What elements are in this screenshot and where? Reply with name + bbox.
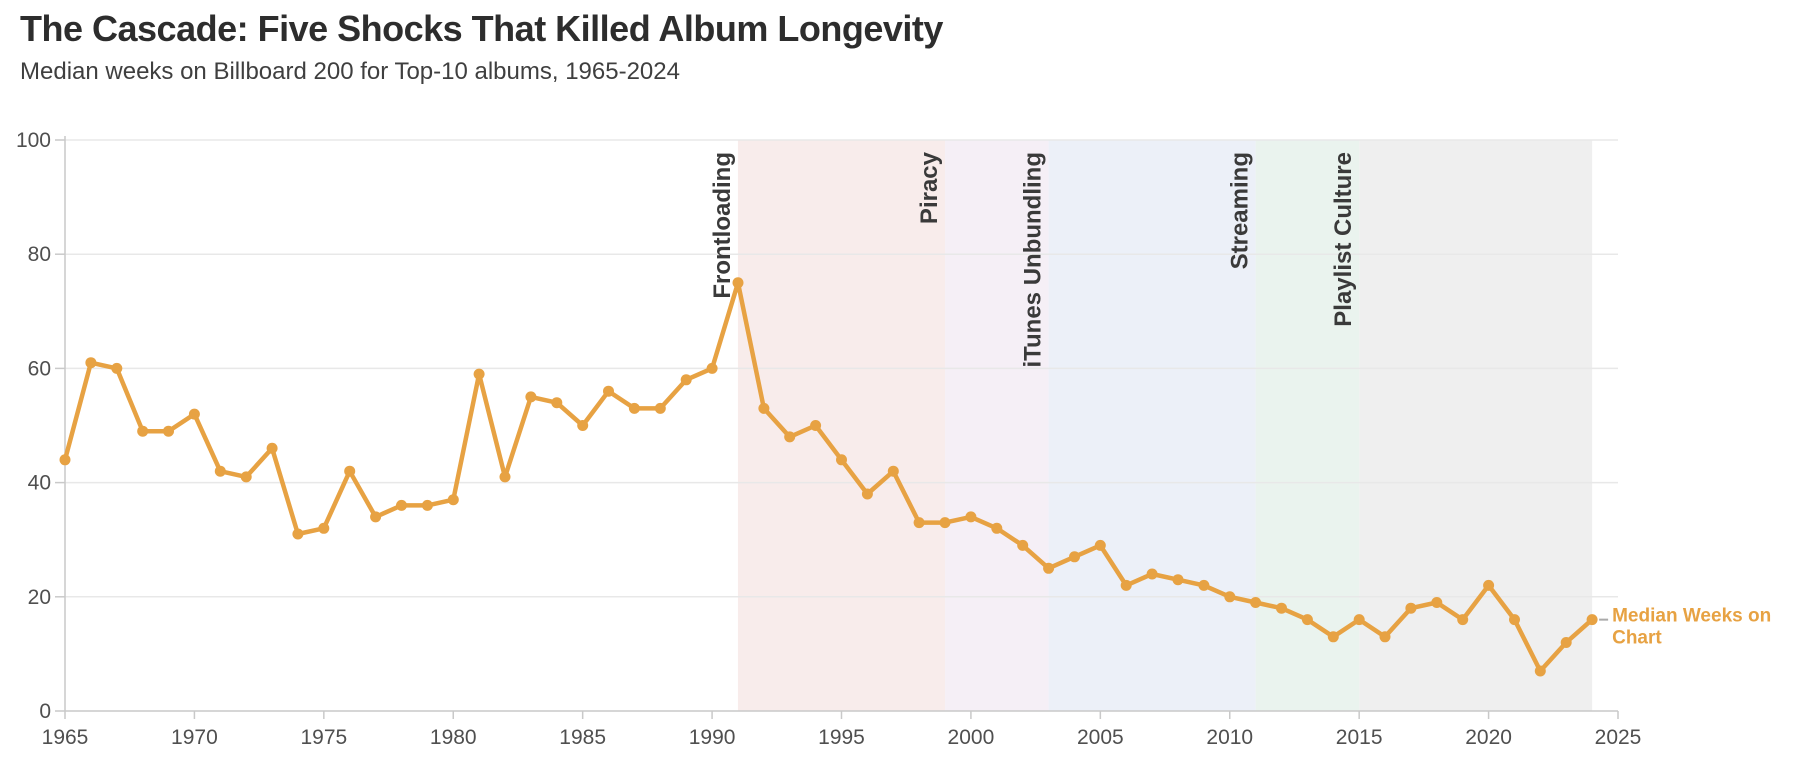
- band-piracy: [945, 140, 1049, 711]
- data-point-1970: [188, 408, 200, 420]
- data-point-2014: [1327, 631, 1339, 643]
- data-point-2010: [1224, 591, 1236, 603]
- x-tick-label: 1995: [818, 726, 865, 749]
- data-point-1968: [137, 425, 149, 437]
- data-point-1976: [344, 465, 356, 477]
- data-point-1998: [913, 517, 925, 529]
- data-point-2012: [1276, 602, 1287, 614]
- band-itunes-unbundling: [1048, 140, 1256, 711]
- data-point-2000: [965, 511, 977, 523]
- data-point-1985: [577, 420, 589, 431]
- data-point-2023: [1560, 637, 1572, 648]
- data-point-1974: [292, 528, 304, 540]
- data-point-1983: [525, 391, 537, 403]
- data-point-2003: [1043, 562, 1055, 574]
- data-point-2021: [1509, 614, 1520, 626]
- data-point-1992: [758, 402, 770, 414]
- annotation-playlist-culture: Playlist Culture: [1330, 152, 1357, 327]
- data-point-1995: [836, 454, 847, 466]
- x-tick-label: 2020: [1465, 726, 1512, 749]
- data-point-1971: [214, 465, 226, 477]
- data-point-1993: [784, 431, 796, 443]
- y-tick-label: 60: [28, 357, 51, 380]
- data-point-2022: [1534, 665, 1546, 677]
- data-point-1966: [85, 357, 97, 369]
- data-point-2001: [991, 522, 1003, 534]
- data-point-2009: [1198, 579, 1210, 591]
- data-point-2008: [1172, 574, 1184, 586]
- data-point-2018: [1431, 597, 1443, 608]
- data-point-1977: [370, 511, 382, 523]
- x-tick-label: 1965: [42, 726, 89, 749]
- x-tick-label: 2005: [1077, 726, 1124, 749]
- series-label-line-1: Median Weeks on: [1612, 606, 1771, 627]
- data-point-1984: [551, 397, 563, 409]
- data-point-1997: [887, 465, 899, 477]
- x-tick-label: 1990: [689, 726, 736, 749]
- band-playlist-culture: [1359, 140, 1593, 711]
- page-subtitle: Median weeks on Billboard 200 for Top-10…: [20, 58, 680, 85]
- data-point-1986: [603, 385, 614, 397]
- data-point-2005: [1094, 539, 1106, 551]
- data-point-1994: [810, 420, 822, 431]
- data-point-2007: [1146, 568, 1158, 580]
- data-point-2013: [1301, 614, 1313, 626]
- data-point-1990: [706, 362, 718, 374]
- data-point-2002: [1017, 539, 1029, 551]
- data-point-2011: [1250, 597, 1262, 608]
- series-label-line-2: Chart: [1612, 628, 1662, 649]
- data-point-1999: [939, 517, 951, 529]
- y-tick-label: 100: [16, 129, 51, 152]
- data-point-2006: [1120, 579, 1132, 591]
- data-point-2015: [1353, 614, 1365, 626]
- data-point-1975: [318, 522, 330, 534]
- data-point-2024: [1586, 614, 1598, 626]
- y-tick-label: 80: [28, 243, 51, 266]
- data-point-1972: [240, 471, 252, 483]
- x-tick-label: 2025: [1595, 726, 1642, 749]
- data-point-1987: [628, 402, 640, 414]
- data-point-2004: [1069, 551, 1080, 563]
- x-tick-label: 1980: [430, 726, 477, 749]
- x-tick-label: 1975: [300, 726, 347, 749]
- data-point-1982: [499, 471, 511, 483]
- y-tick-label: 20: [28, 586, 51, 609]
- data-point-1991: [732, 277, 744, 289]
- y-tick-label: 40: [28, 472, 51, 495]
- data-point-1973: [266, 442, 278, 454]
- data-point-1978: [396, 499, 407, 511]
- data-point-1981: [473, 368, 485, 380]
- annotation-streaming: Streaming: [1227, 152, 1254, 269]
- data-point-1967: [111, 362, 123, 374]
- data-point-1980: [447, 494, 459, 506]
- data-point-1989: [680, 374, 692, 386]
- data-point-1988: [654, 402, 666, 414]
- data-point-1965: [59, 454, 71, 466]
- annotation-itunes-unbundling: iTunes Unbundling: [1020, 152, 1047, 368]
- y-tick-label: 0: [39, 700, 51, 723]
- x-tick-label: 2000: [948, 726, 995, 749]
- annotation-frontloading: Frontloading: [709, 152, 736, 299]
- data-point-2019: [1457, 614, 1469, 626]
- data-point-2017: [1405, 602, 1417, 614]
- chart-header: The Cascade: Five Shocks That Killed Alb…: [20, 8, 943, 86]
- data-point-1979: [421, 499, 433, 511]
- band-frontloading: [737, 140, 946, 711]
- data-point-2020: [1483, 579, 1495, 591]
- annotation-piracy: Piracy: [916, 151, 943, 224]
- x-tick-label: 2010: [1206, 726, 1253, 749]
- data-point-1996: [861, 488, 873, 500]
- x-tick-label: 2015: [1336, 726, 1383, 749]
- data-point-2016: [1379, 631, 1391, 643]
- data-point-1969: [163, 425, 174, 437]
- x-tick-label: 1970: [171, 726, 218, 749]
- x-tick-label: 1985: [559, 726, 606, 749]
- page-title: The Cascade: Five Shocks That Killed Alb…: [20, 8, 943, 49]
